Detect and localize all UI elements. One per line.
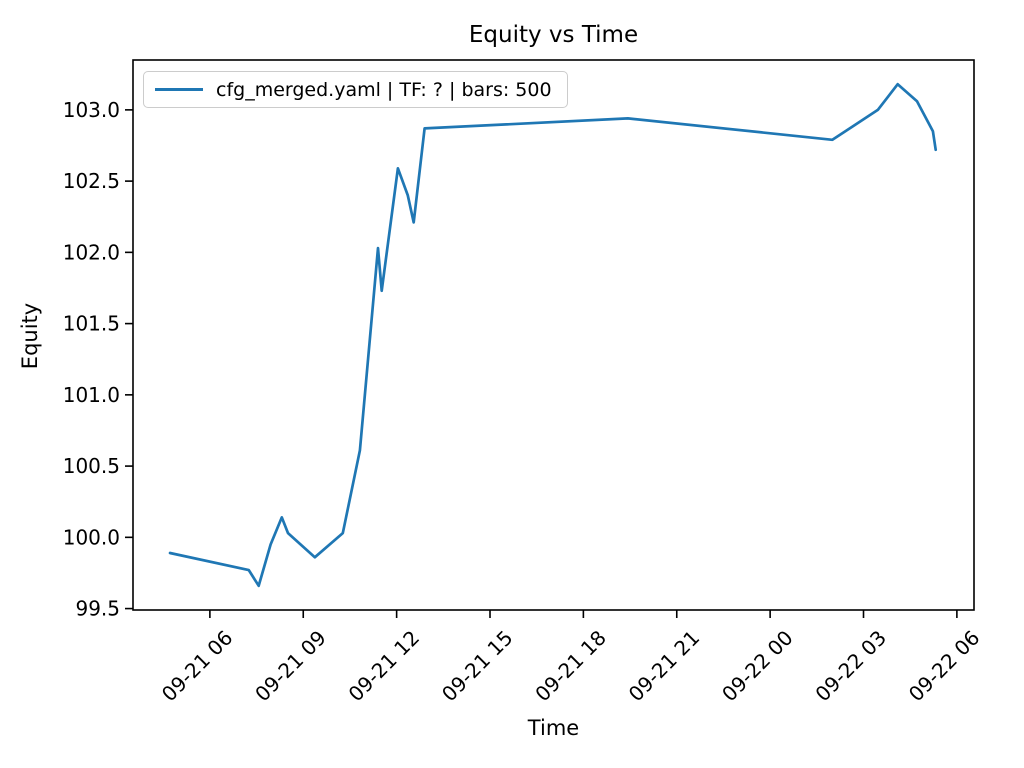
y-tick-label: 99.5	[75, 597, 120, 621]
legend-label: cfg_merged.yaml | TF: ? | bars: 500	[216, 78, 552, 101]
x-tick-label: 09-21 09	[250, 626, 331, 707]
x-tick-label: 09-22 00	[717, 626, 798, 707]
y-tick-label: 103.0	[63, 98, 120, 122]
y-tick-label: 102.0	[63, 240, 120, 264]
x-tick-label: 09-21 18	[530, 626, 611, 707]
x-tick-label: 09-21 15	[437, 626, 518, 707]
y-tick-label: 102.5	[63, 169, 120, 193]
x-tick-label: 09-21 06	[157, 626, 238, 707]
legend-line-sample-icon	[155, 88, 203, 91]
x-tick-label: 09-22 03	[810, 626, 891, 707]
y-tick-label: 101.5	[63, 312, 120, 336]
equity-line	[168, 82, 938, 588]
axes-frame	[132, 59, 975, 611]
y-tick-label: 100.5	[63, 454, 120, 478]
y-tick-label: 101.0	[63, 383, 120, 407]
y-tick-label: 100.0	[63, 525, 120, 549]
x-tick-label: 09-22 06	[904, 626, 985, 707]
x-axis-label: Time	[527, 716, 580, 740]
chart-title: Equity vs Time	[468, 22, 639, 48]
x-tick-label: 09-21 21	[624, 626, 705, 707]
x-tick-label: 09-21 12	[344, 626, 425, 707]
legend: cfg_merged.yaml | TF: ? | bars: 500	[143, 71, 568, 108]
